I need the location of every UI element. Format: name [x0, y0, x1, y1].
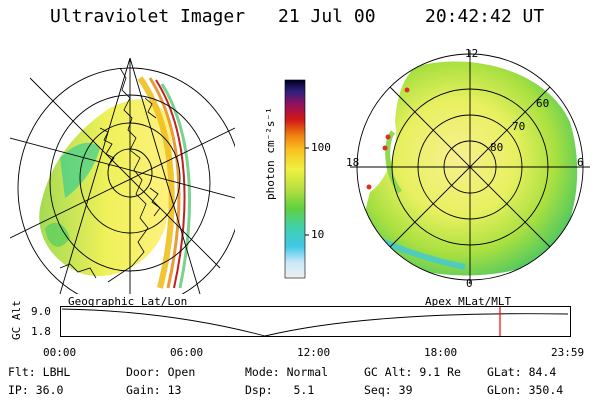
info-ip: IP: 36.0 — [8, 383, 64, 397]
info-gain: Gain: 13 — [126, 383, 182, 397]
aurora-emission — [39, 99, 173, 276]
date-label: 21 Jul 00 — [278, 6, 376, 27]
time-tick-0000: 00:00 — [43, 346, 77, 359]
mlat-label-80: 80 — [490, 141, 504, 154]
altitude-timeline-plot — [60, 306, 571, 337]
time-tick-0600: 06:00 — [170, 346, 204, 359]
mlat-label-70: 70 — [512, 120, 526, 133]
info-glat: GLat: 84.4 — [487, 365, 557, 379]
apex-caption: Apex MLat/MLT — [425, 295, 512, 308]
mlt-label-0: 0 — [466, 277, 473, 290]
colorbar — [284, 79, 309, 279]
mlat-label-60: 60 — [536, 97, 550, 110]
colorbar-tick-100: 100 — [311, 141, 331, 154]
mlt-label-18: 18 — [346, 156, 360, 169]
geographic-caption: Geographic Lat/Lon — [68, 295, 188, 308]
info-glon: GLon: 350.4 — [487, 383, 564, 397]
info-door: Door: Open — [126, 365, 196, 379]
colorbar-tick-10: 10 — [311, 228, 325, 241]
time-tick-1800: 18:00 — [424, 346, 458, 359]
time-tick-2359: 23:59 — [551, 346, 585, 359]
mlt-label-6: 6 — [577, 156, 584, 169]
info-dsp: Dsp: 5.1 — [245, 383, 315, 397]
time-tick-1200: 12:00 — [297, 346, 331, 359]
colorbar-unit-label: photon cm⁻²s⁻¹ — [264, 107, 277, 200]
altitude-curve — [61, 308, 569, 337]
info-flt: Flt: LBHL — [8, 365, 71, 379]
altitude-ylabel: GC Alt — [10, 300, 23, 340]
altitude-ytick-low: 1.8 — [31, 325, 51, 338]
apex-polar-plot — [350, 50, 590, 284]
mlt-label-12: 12 — [465, 47, 479, 60]
time-label: 20:42:42 UT — [425, 6, 545, 27]
instrument-title: Ultraviolet Imager — [50, 6, 246, 27]
info-gc-alt: GC Alt: 9.1 Re — [364, 365, 461, 379]
info-mode: Mode: Normal — [245, 365, 329, 379]
altitude-ytick-high: 9.0 — [31, 305, 51, 318]
geographic-image-panel — [10, 57, 235, 294]
info-seq: Seq: 39 — [364, 383, 413, 397]
